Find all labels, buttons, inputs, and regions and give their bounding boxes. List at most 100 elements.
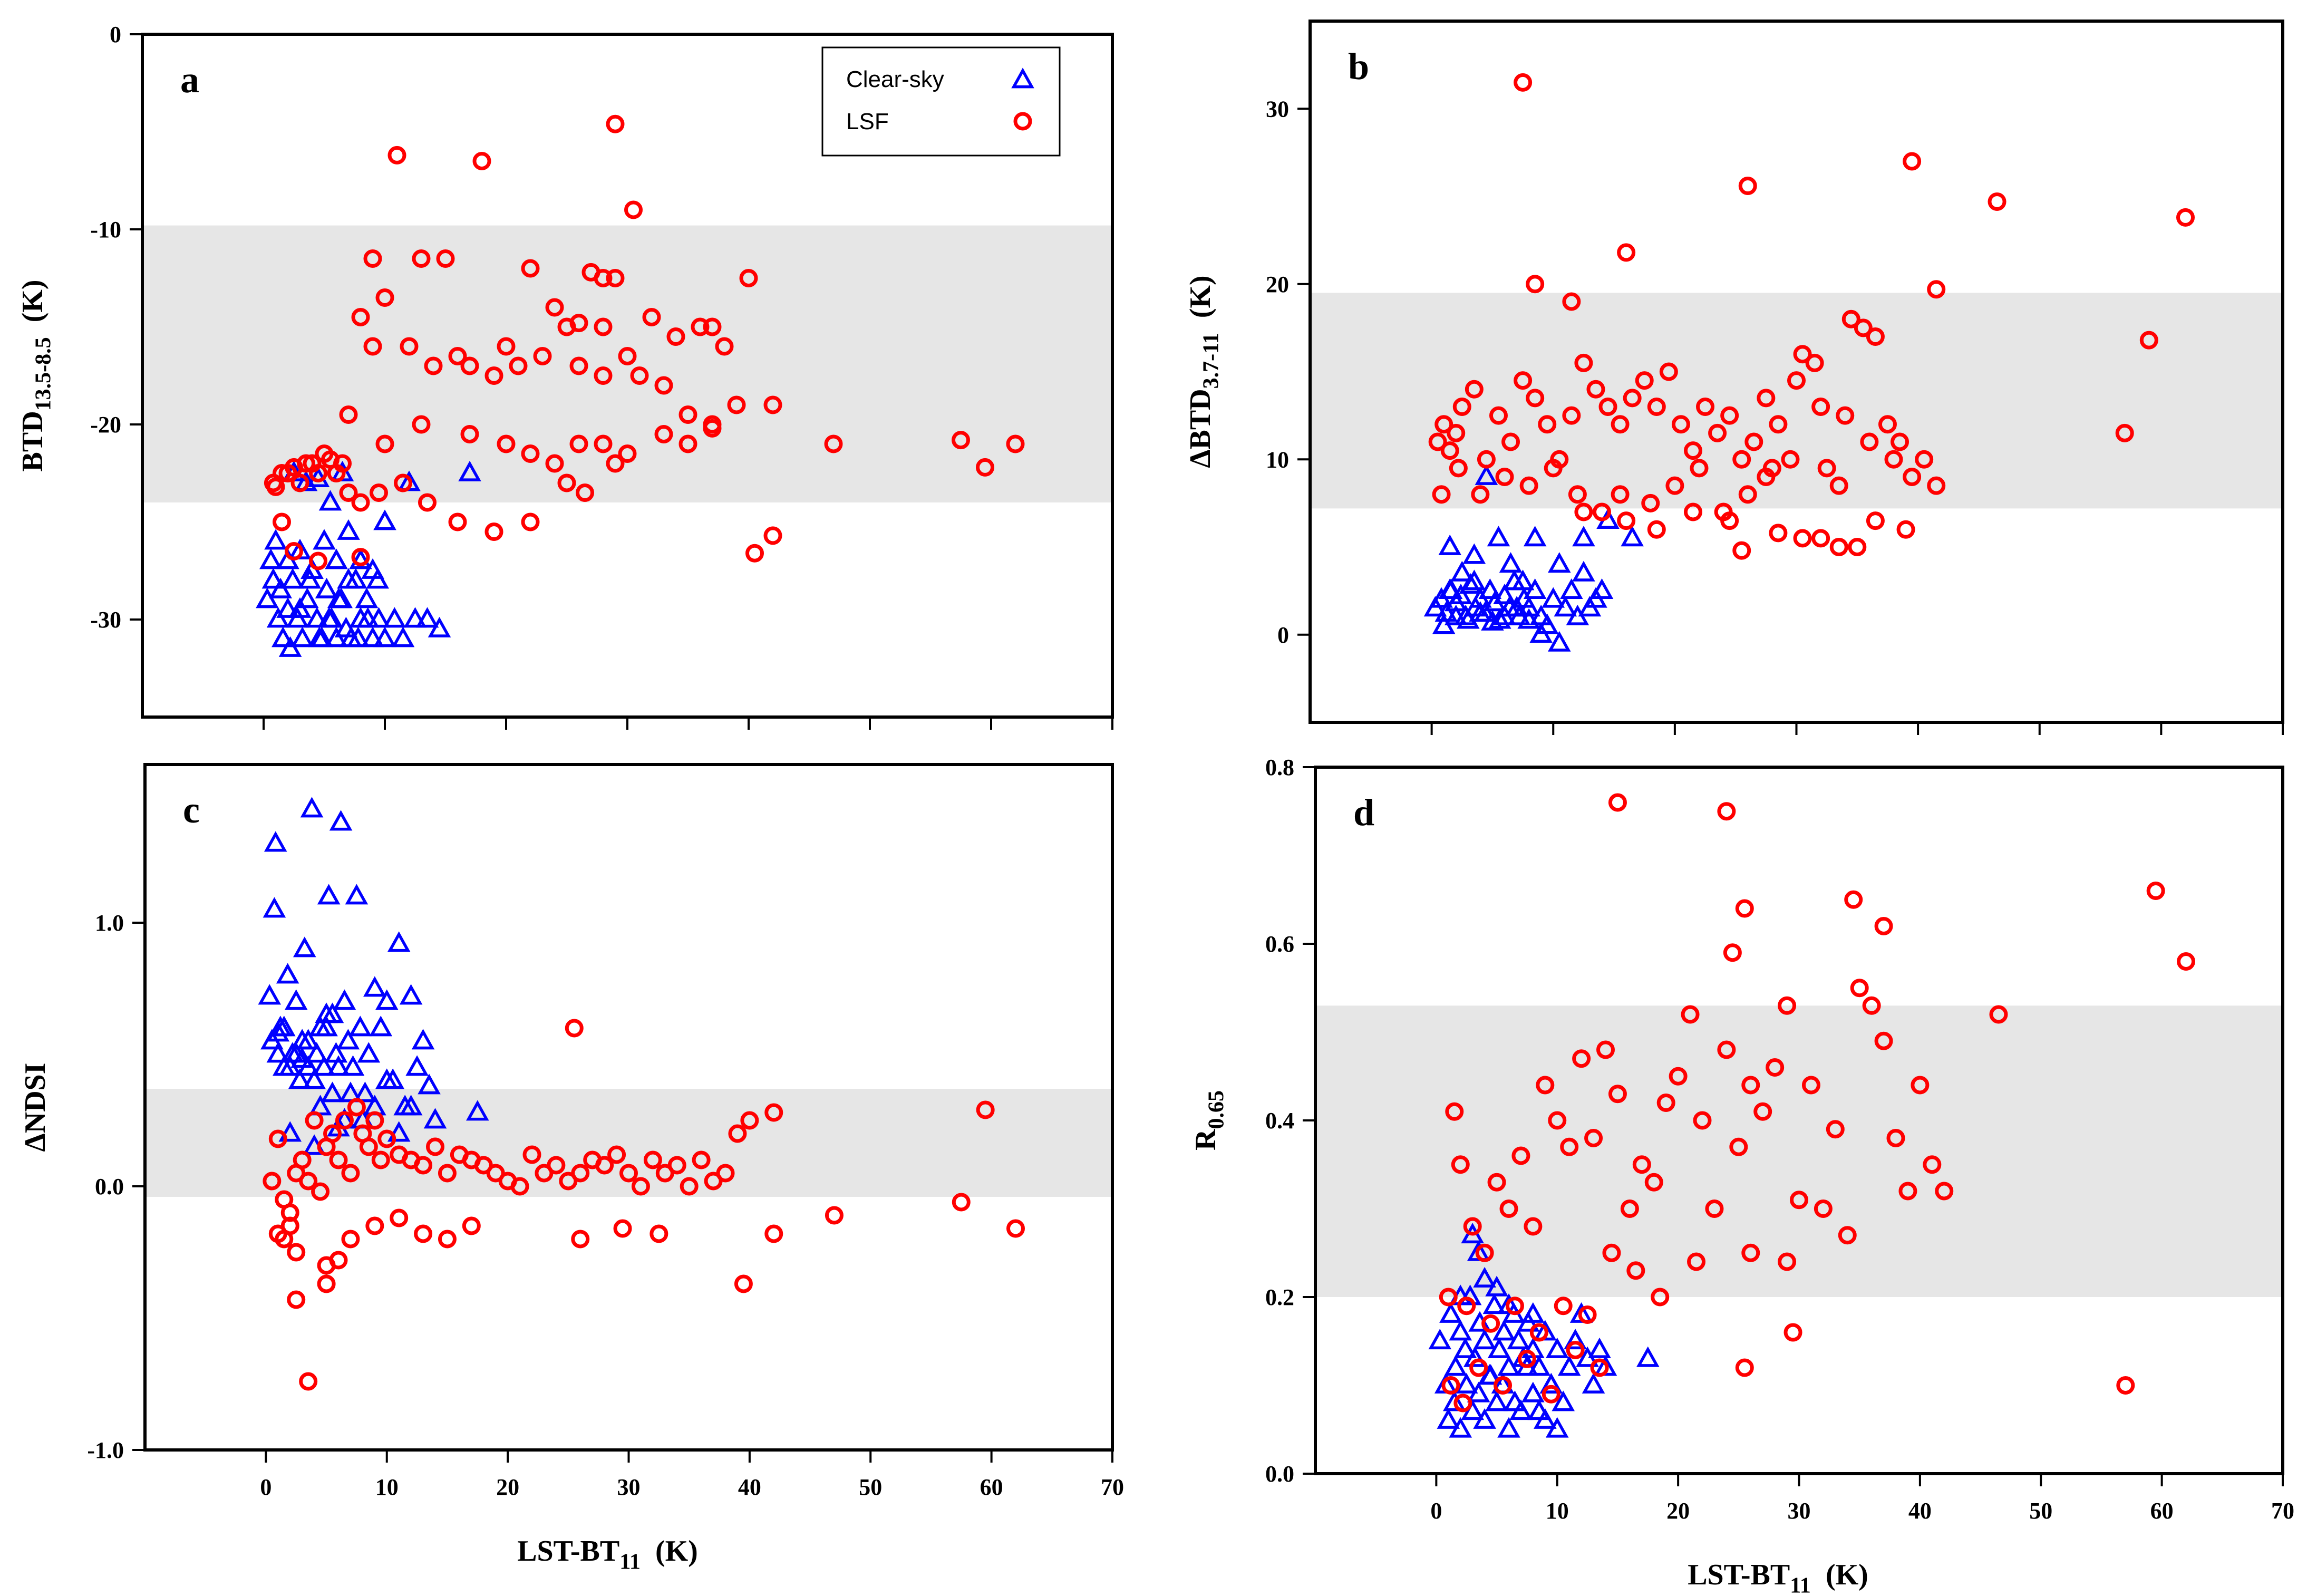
lsf-point [952, 431, 970, 450]
clear-sky-point [286, 607, 309, 628]
clear-sky-point [288, 597, 312, 618]
lsf-point [521, 444, 540, 463]
clear-sky-point [1521, 1381, 1545, 1402]
lsf-point [565, 1019, 584, 1038]
y-tick-label: 0 [1277, 622, 1289, 648]
legend: Clear-sky LSF [821, 46, 1061, 157]
lsf-point [1989, 1005, 2008, 1024]
lsf-point [1517, 1349, 1536, 1368]
clear-sky-point [1473, 1329, 1496, 1350]
lsf-point [305, 1111, 324, 1130]
lsf-point [1519, 476, 1538, 495]
lsf-point [1757, 468, 1776, 486]
y-tick-label: 0.0 [95, 1174, 124, 1200]
clear-sky-point [1529, 622, 1553, 643]
x-tick-label: 50 [859, 1474, 882, 1500]
y-axis-label: R0.65 [1189, 1090, 1229, 1150]
clear-sky-point [458, 460, 481, 481]
y-tick-label: 30 [1266, 96, 1289, 122]
lsf-point [1489, 406, 1508, 425]
lsf-point [1428, 432, 1447, 451]
lsf-point [654, 425, 673, 443]
lsf-point [1844, 890, 1863, 909]
lsf-point [1451, 1155, 1470, 1174]
lsf-point [1720, 511, 1739, 530]
clear-sky-point [288, 1068, 312, 1089]
lsf-point [1687, 1252, 1706, 1271]
lsf-point [594, 317, 613, 336]
lsf-point [1602, 1243, 1621, 1262]
x-axis-label: LST-BT11 (K) [1688, 1559, 1868, 1596]
x-tick-label: 60 [980, 1474, 1003, 1500]
clear-sky-point [325, 626, 348, 647]
lsf-point [351, 548, 370, 567]
clear-sky-point [308, 626, 331, 647]
clear-sky-point [1492, 1320, 1516, 1341]
lsf-point [745, 544, 764, 563]
lsf-point [329, 1150, 348, 1169]
lsf-point [315, 444, 334, 463]
lsf-point [1465, 380, 1484, 399]
clear-sky-point [1547, 631, 1571, 652]
lsf-point [1445, 1102, 1464, 1121]
lsf-point [1586, 380, 1605, 399]
panel-b: 0 10 20 30 b ΔBTD3.7-11 (K) [1184, 20, 2284, 735]
lsf-point [438, 1230, 457, 1249]
lsf-point [1923, 1155, 1942, 1174]
clear-sky-point [317, 607, 341, 628]
legend-box [821, 46, 1061, 157]
lsf-point [1544, 459, 1563, 478]
lsf-point [1449, 459, 1468, 478]
lsf-point [522, 1145, 541, 1164]
y-axis-label: ΔNDSI [19, 1063, 52, 1152]
lsf-point [1769, 524, 1788, 543]
lsf-point [1683, 441, 1702, 460]
clear-sky-point [357, 1042, 381, 1063]
lsf-point [1432, 485, 1451, 504]
lsf-point [1826, 1120, 1845, 1139]
panel-d: 0.0 0.2 0.4 0.6 0.8 0 10 20 30 40 50 60 70 d R0.65 LST-… [1189, 755, 2294, 1596]
clear-sky-point [1539, 1372, 1563, 1394]
clear-sky-point [1469, 601, 1492, 622]
lsf-point [375, 288, 394, 307]
lsf-point [1850, 979, 1869, 998]
lsf-point [1526, 275, 1545, 294]
clear-sky-point [305, 607, 328, 628]
clear-sky-point [1497, 1417, 1520, 1438]
lsf-point [1811, 529, 1830, 548]
lsf-point [1817, 459, 1836, 478]
x-tick-label: 40 [1908, 1498, 1932, 1524]
lsf-point [418, 493, 437, 512]
lsf-point [1766, 1058, 1785, 1077]
lsf-point [390, 1208, 409, 1227]
x-tick-label: 60 [2150, 1498, 2174, 1524]
lsf-point [680, 1177, 699, 1196]
clear-sky-point [399, 984, 423, 1005]
clear-sky-point [263, 897, 286, 918]
y-axis-label: ΔBTD3.7-11 (K) [1184, 275, 1224, 468]
lsf-point [1723, 943, 1742, 962]
clear-sky-point [312, 1055, 336, 1076]
clear-sky-point [300, 797, 324, 818]
highlight-band [1315, 1005, 2283, 1297]
lsf-point [1793, 529, 1812, 548]
lsf-point [1647, 520, 1666, 539]
clear-sky-point [1444, 1355, 1467, 1376]
clear-sky-point [256, 587, 279, 608]
clear-sky-point [356, 607, 380, 628]
lsf-point [1598, 398, 1617, 416]
lsf-point [278, 464, 297, 482]
clear-sky-point [1590, 578, 1614, 599]
lsf-point [740, 1111, 759, 1130]
lsf-point [347, 1098, 366, 1117]
lsf-point [825, 1206, 844, 1225]
lsf-point [290, 473, 309, 492]
legend-circle-icon [1013, 112, 1032, 131]
lsf-point [1562, 292, 1581, 311]
lsf-point [763, 526, 782, 545]
clear-sky-point [1462, 543, 1486, 564]
lsf-point [1608, 1085, 1627, 1104]
lsf-point [1781, 450, 1800, 469]
lsf-point [1651, 1288, 1670, 1307]
clear-sky-point [269, 577, 292, 598]
